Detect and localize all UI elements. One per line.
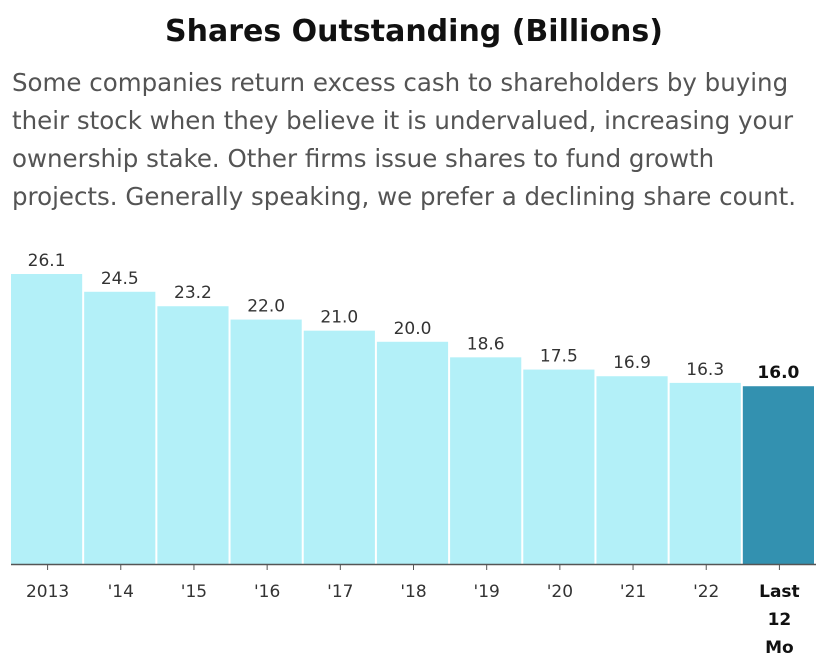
bar-8 (596, 376, 668, 564)
bar-9 (669, 382, 741, 564)
x-tick-label-3: '16 (254, 582, 280, 602)
value-label-0: 26.1 (28, 251, 66, 271)
bar-0 (11, 274, 83, 564)
bars-group (11, 274, 814, 564)
value-label-1: 24.5 (101, 269, 139, 289)
x-ticks-group (47, 564, 780, 570)
x-tick-label-8: '21 (620, 582, 646, 602)
value-label-9: 16.3 (686, 360, 724, 380)
x-tick-label-10: Last 12 Mo (759, 582, 800, 658)
bar-4 (303, 330, 375, 564)
value-label-7: 17.5 (540, 347, 578, 367)
bar-1 (84, 291, 156, 564)
x-tick-label-7: '20 (547, 582, 573, 602)
bar-6 (450, 357, 522, 564)
chart-title: Shares Outstanding (Billions) (165, 14, 663, 49)
bar-3 (230, 319, 302, 564)
bar-10 (742, 386, 814, 564)
value-label-4: 21.0 (320, 308, 358, 328)
x-tick-label-9: '22 (693, 582, 719, 602)
value-labels-group: 26.1 24.5 23.2 22.0 21.0 20.0 18.6 17.5 16.9 16.3… (28, 251, 800, 383)
value-label-2: 23.2 (174, 283, 212, 303)
chart-subtitle: Some companies return excess cash to sha… (12, 68, 797, 211)
x-tick-labels-group: 2013 '14 '15 '16 '17 '18 '19 '20 '21 '22 Last 12 Mo (26, 582, 800, 658)
bar-7 (523, 369, 595, 564)
x-tick-label-0: 2013 (26, 582, 69, 602)
x-tick-label-5: '18 (400, 582, 426, 602)
value-label-3: 22.0 (247, 297, 285, 317)
value-label-10: 16.0 (757, 363, 799, 383)
value-label-5: 20.0 (394, 319, 432, 339)
value-label-8: 16.9 (613, 353, 651, 373)
value-label-6: 18.6 (467, 334, 505, 354)
x-tick-label-2: '15 (181, 582, 207, 602)
bar-5 (376, 341, 449, 564)
x-tick-label-6: '19 (474, 582, 500, 602)
x-tick-label-1: '14 (108, 582, 134, 602)
bar-2 (157, 306, 229, 564)
x-tick-label-4: '17 (327, 582, 353, 602)
